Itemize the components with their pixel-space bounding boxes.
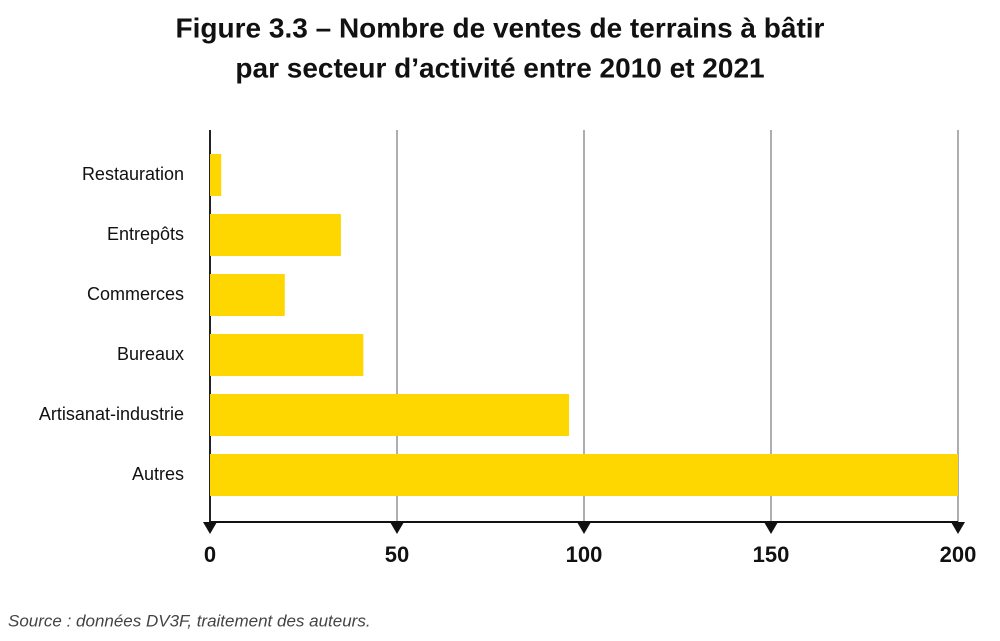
y-tick-label: Commerces	[87, 284, 184, 304]
tick-mark	[951, 522, 965, 534]
chart-title: par secteur d’activité entre 2010 et 202…	[235, 52, 764, 83]
y-tick-label: Autres	[132, 464, 184, 484]
bar	[210, 274, 285, 316]
y-tick-label: Entrepôts	[107, 224, 184, 244]
x-tick-label: 200	[940, 542, 977, 567]
tick-mark	[577, 522, 591, 534]
tick-mark	[764, 522, 778, 534]
y-tick-label: Bureaux	[117, 344, 184, 364]
tick-mark	[390, 522, 404, 534]
y-tick-label: Restauration	[82, 164, 184, 184]
bar	[210, 154, 222, 196]
y-tick-label: Artisanat-industrie	[39, 404, 184, 424]
tick-mark	[203, 522, 217, 534]
bar	[210, 334, 364, 376]
bar	[210, 394, 570, 436]
bar	[210, 214, 341, 256]
x-tick-label: 50	[385, 542, 409, 567]
bar	[210, 454, 958, 496]
x-tick-label: 150	[753, 542, 790, 567]
x-tick-label: 0	[204, 542, 216, 567]
chart-title: Figure 3.3 – Nombre de ventes de terrain…	[176, 12, 825, 43]
source-note: Source : données DV3F, traitement des au…	[8, 611, 371, 630]
x-tick-label: 100	[566, 542, 603, 567]
